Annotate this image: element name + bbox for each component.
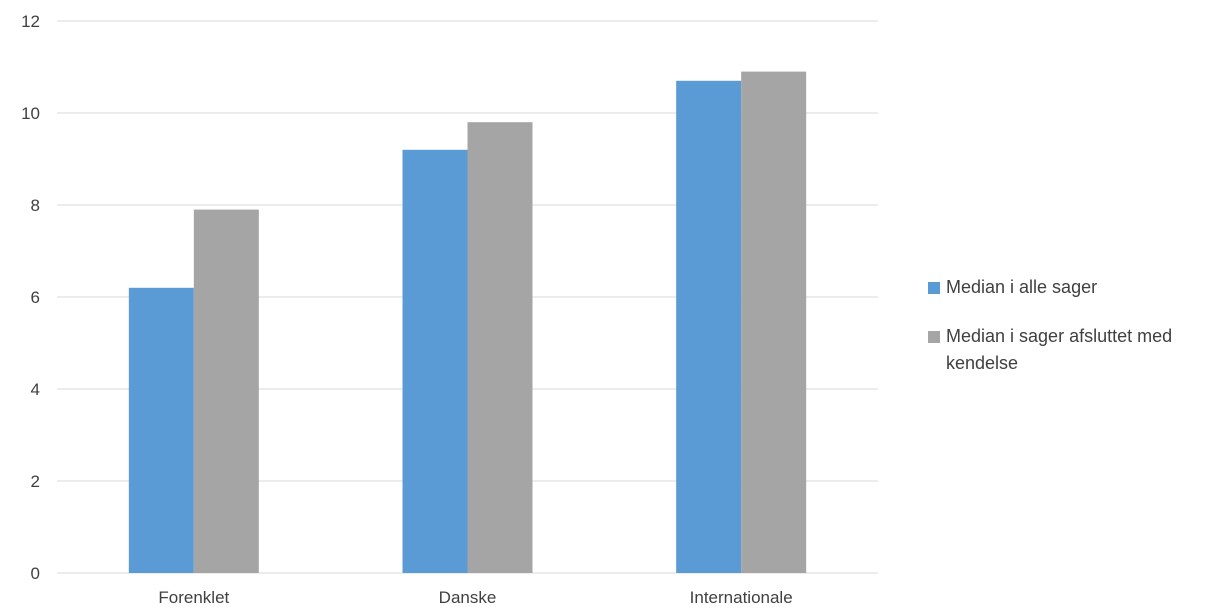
legend-label-series-2: Median i sager afsluttet med kendelse (946, 326, 1173, 373)
x-tick-label-forenklet: Forenklet (158, 588, 229, 607)
y-tick-label-0: 0 (31, 564, 40, 583)
bar-1-forenklet (128, 287, 194, 573)
y-tick-label-12: 12 (21, 12, 40, 31)
bar-2-internationale (741, 71, 807, 573)
bar-2-forenklet (193, 209, 259, 573)
y-tick-label-2: 2 (31, 472, 40, 491)
bar-1-internationale (676, 80, 742, 574)
bar-1-danske (402, 149, 468, 574)
legend-item-series-2: Median i sager afsluttet med kendelse (928, 323, 1228, 377)
legend-swatch-series-2 (928, 331, 940, 343)
y-axis-ticks: 0 2 4 6 8 10 12 (21, 12, 40, 583)
x-tick-label-danske: Danske (439, 588, 497, 607)
y-tick-label-6: 6 (31, 288, 40, 307)
y-tick-label-8: 8 (31, 196, 40, 215)
legend-item-series-1: Median i alle sager (928, 274, 1228, 301)
x-tick-label-internationale: Internationale (690, 588, 793, 607)
legend: Median i alle sager Median i sager afslu… (928, 274, 1228, 399)
legend-label-series-1: Median i alle sager (946, 277, 1098, 297)
x-axis-ticks: Forenklet Danske Internationale (158, 588, 792, 607)
bar-2-danske (467, 122, 533, 573)
y-tick-label-4: 4 (31, 380, 40, 399)
legend-swatch-series-1 (928, 282, 940, 294)
bars (128, 71, 807, 574)
y-tick-label-10: 10 (21, 104, 40, 123)
